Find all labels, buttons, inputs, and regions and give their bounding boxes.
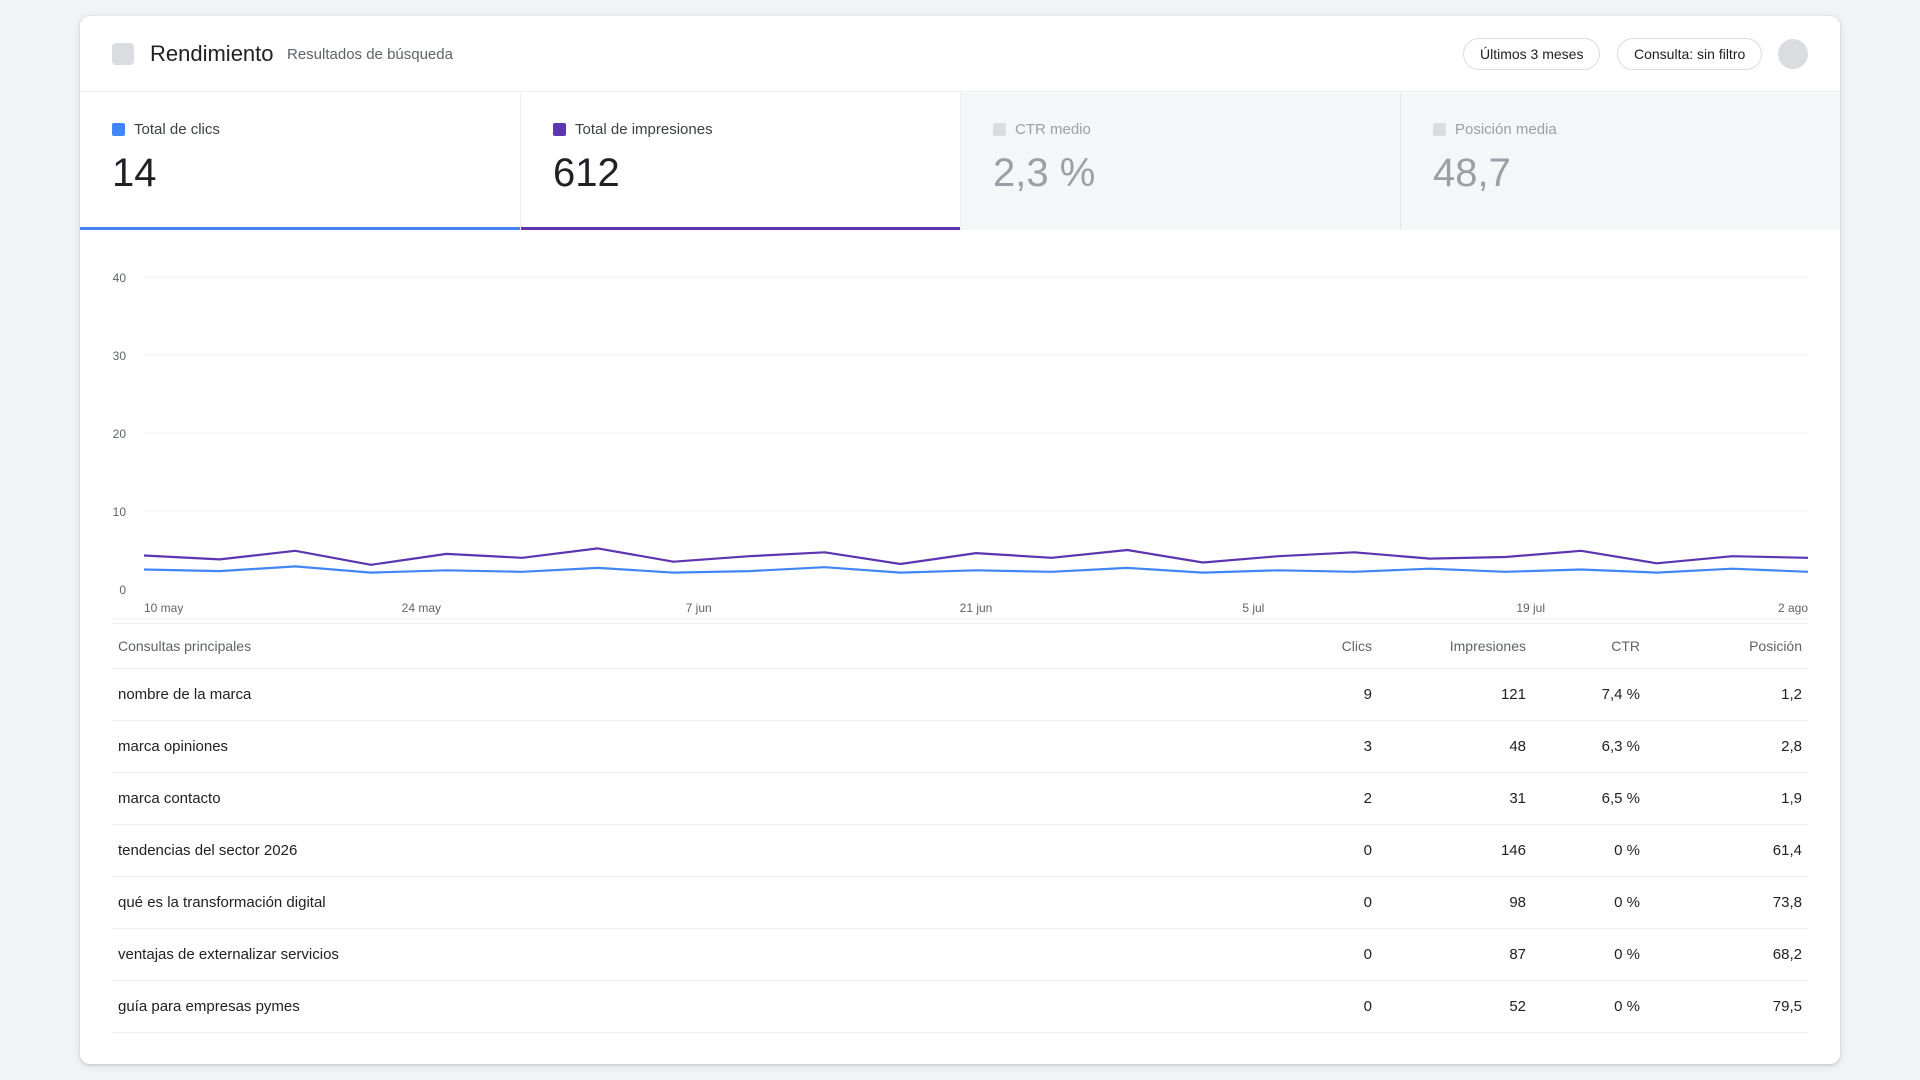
header: Rendimiento Resultados de búsqueda Últim…	[80, 16, 1840, 92]
ctr-cell: 6,3 %	[1601, 738, 1640, 755]
ctr-cell: 7,4 %	[1601, 686, 1640, 703]
impressions-cell: 31	[1509, 790, 1526, 807]
metric-total-clicks[interactable]: Total de clics 14	[80, 93, 520, 230]
metric-average-position[interactable]: Posición media 48,7	[1400, 93, 1840, 230]
table-row[interactable]: marca opiniones 3 48 6,3 % 2,8	[112, 721, 1808, 773]
chart-svg: 40 30 20 10 0 10 may 24 may 7 jun 21 jun 5 jul 19 …	[112, 271, 1809, 620]
queries-table: Consultas principales Clics Impresiones …	[112, 623, 1808, 1033]
ctr-cell: 0 %	[1614, 946, 1640, 963]
ctr-cell: 0 %	[1614, 998, 1640, 1015]
clicks-color-checkbox	[112, 123, 125, 136]
impressions-cell: 48	[1509, 738, 1526, 755]
table-row[interactable]: guía para empresas pymes 0 52 0 % 79,5	[112, 981, 1808, 1033]
header-position[interactable]: Posición	[1749, 638, 1802, 654]
clicks-cell: 3	[1363, 738, 1372, 755]
metric-label: Total de clics	[134, 121, 220, 138]
metric-label: Total de impresiones	[575, 121, 713, 138]
y-tick-label: 30	[113, 349, 127, 363]
impressions-cell: 146	[1500, 842, 1526, 859]
table-row[interactable]: nombre de la marca 9 121 7,4 % 1,2	[112, 669, 1808, 721]
table-body: nombre de la marca 9 121 7,4 % 1,2 marca opin…	[112, 669, 1808, 1033]
page-title: Rendimiento	[150, 41, 274, 66]
x-tick-label: 2 ago	[1778, 601, 1808, 615]
metric-label: Posición media	[1455, 121, 1557, 138]
query-filter-chip[interactable]: Consulta: sin filtro	[1617, 38, 1763, 70]
avatar[interactable]	[1778, 39, 1808, 69]
header-impressions[interactable]: Impresiones	[1449, 638, 1526, 654]
impressions-cell: 87	[1509, 946, 1526, 963]
impressions-cell: 121	[1500, 686, 1526, 703]
impressions-cell: 52	[1509, 998, 1526, 1015]
clicks-series-line	[143, 565, 1809, 574]
metric-value: 14	[112, 151, 157, 195]
x-tick-label: 21 jun	[960, 601, 993, 615]
position-cell: 61,4	[1772, 842, 1802, 859]
x-tick-label: 10 may	[144, 601, 183, 615]
position-cell: 1,2	[1781, 686, 1802, 703]
header-query[interactable]: Consultas principales	[118, 638, 252, 654]
x-tick-label: 5 jul	[1242, 601, 1264, 615]
y-tick-label: 10	[113, 505, 127, 519]
query-cell: marca contacto	[118, 790, 221, 807]
ctr-cell: 0 %	[1614, 894, 1640, 911]
query-cell: ventajas de externalizar servicios	[118, 946, 339, 963]
position-color-checkbox	[1433, 123, 1446, 136]
ctr-cell: 0 %	[1614, 842, 1640, 859]
impressions-cell: 98	[1509, 894, 1526, 911]
impressions-color-checkbox	[553, 123, 566, 136]
performance-card: Rendimiento Resultados de búsqueda Últim…	[80, 16, 1840, 1064]
metric-active-underline	[80, 227, 520, 230]
metric-tabs: Total de clics 14 Total de impresiones 6…	[80, 93, 1840, 230]
x-tick-label: 7 jun	[686, 601, 712, 615]
metric-active-underline	[521, 227, 960, 230]
clicks-cell: 2	[1363, 790, 1372, 807]
impressions-series-line	[143, 547, 1809, 566]
y-tick-label: 0	[119, 583, 126, 597]
clicks-cell: 9	[1363, 686, 1372, 703]
position-cell: 79,5	[1772, 998, 1802, 1015]
clicks-cell: 0	[1363, 894, 1372, 911]
metric-average-ctr[interactable]: CTR medio 2,3 %	[960, 93, 1400, 230]
position-cell: 73,8	[1772, 894, 1802, 911]
table-header: Consultas principales Clics Impresiones …	[112, 624, 1808, 669]
clicks-cell: 0	[1363, 998, 1372, 1015]
table-row[interactable]: tendencias del sector 2026 0 146 0 % 61,4	[112, 825, 1808, 877]
metric-total-impressions[interactable]: Total de impresiones 612	[520, 93, 960, 230]
clicks-cell: 0	[1363, 842, 1372, 859]
y-tick-label: 40	[113, 271, 127, 285]
ctr-cell: 6,5 %	[1601, 790, 1640, 807]
table-row[interactable]: ventajas de externalizar servicios 0 87 0 %…	[112, 929, 1808, 981]
header-ctr[interactable]: CTR	[1611, 638, 1640, 654]
performance-chart: 40 30 20 10 0 10 may 24 may 7 jun 21 jun 5 jul 19 …	[80, 230, 1840, 620]
header-clicks[interactable]: Clics	[1341, 638, 1372, 654]
position-cell: 1,9	[1781, 790, 1802, 807]
metric-value: 48,7	[1433, 151, 1511, 195]
metric-value: 612	[553, 151, 620, 195]
page-subtitle: Resultados de búsqueda	[287, 46, 453, 63]
ctr-color-checkbox	[993, 123, 1006, 136]
table-row[interactable]: marca contacto 2 31 6,5 % 1,9	[112, 773, 1808, 825]
table-row[interactable]: qué es la transformación digital 0 98 0 % 73…	[112, 877, 1808, 929]
report-icon	[112, 43, 134, 65]
x-tick-label: 24 may	[402, 601, 441, 615]
query-cell: tendencias del sector 2026	[118, 842, 298, 859]
query-cell: qué es la transformación digital	[118, 894, 326, 911]
date-range-chip[interactable]: Últimos 3 meses	[1463, 38, 1601, 70]
position-cell: 68,2	[1772, 946, 1802, 963]
query-cell: nombre de la marca	[118, 686, 252, 703]
query-cell: guía para empresas pymes	[118, 998, 300, 1015]
metric-value: 2,3 %	[993, 151, 1096, 195]
metric-label: CTR medio	[1015, 121, 1091, 138]
y-tick-label: 20	[113, 427, 127, 441]
query-cell: marca opiniones	[118, 738, 229, 755]
position-cell: 2,8	[1781, 738, 1802, 755]
clicks-cell: 0	[1363, 946, 1372, 963]
x-tick-label: 19 jul	[1516, 601, 1545, 615]
